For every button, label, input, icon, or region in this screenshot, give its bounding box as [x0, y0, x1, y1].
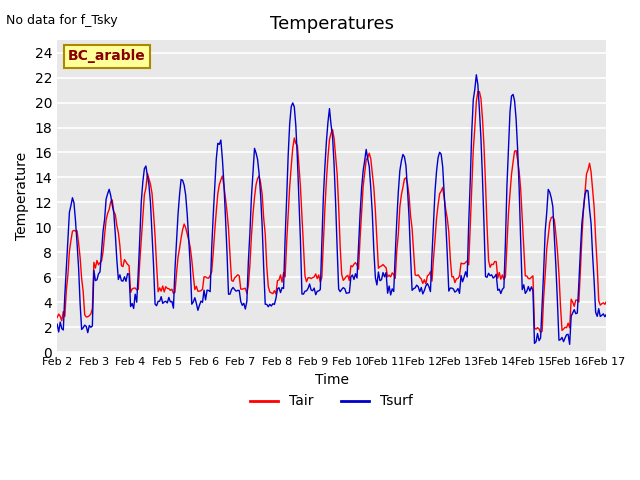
Title: Temperatures: Temperatures	[270, 15, 394, 33]
Legend: Tair, Tsurf: Tair, Tsurf	[244, 389, 419, 414]
X-axis label: Time: Time	[315, 372, 349, 387]
Y-axis label: Temperature: Temperature	[15, 152, 29, 240]
Text: No data for f_Tsky: No data for f_Tsky	[6, 14, 118, 27]
Text: BC_arable: BC_arable	[68, 49, 146, 63]
